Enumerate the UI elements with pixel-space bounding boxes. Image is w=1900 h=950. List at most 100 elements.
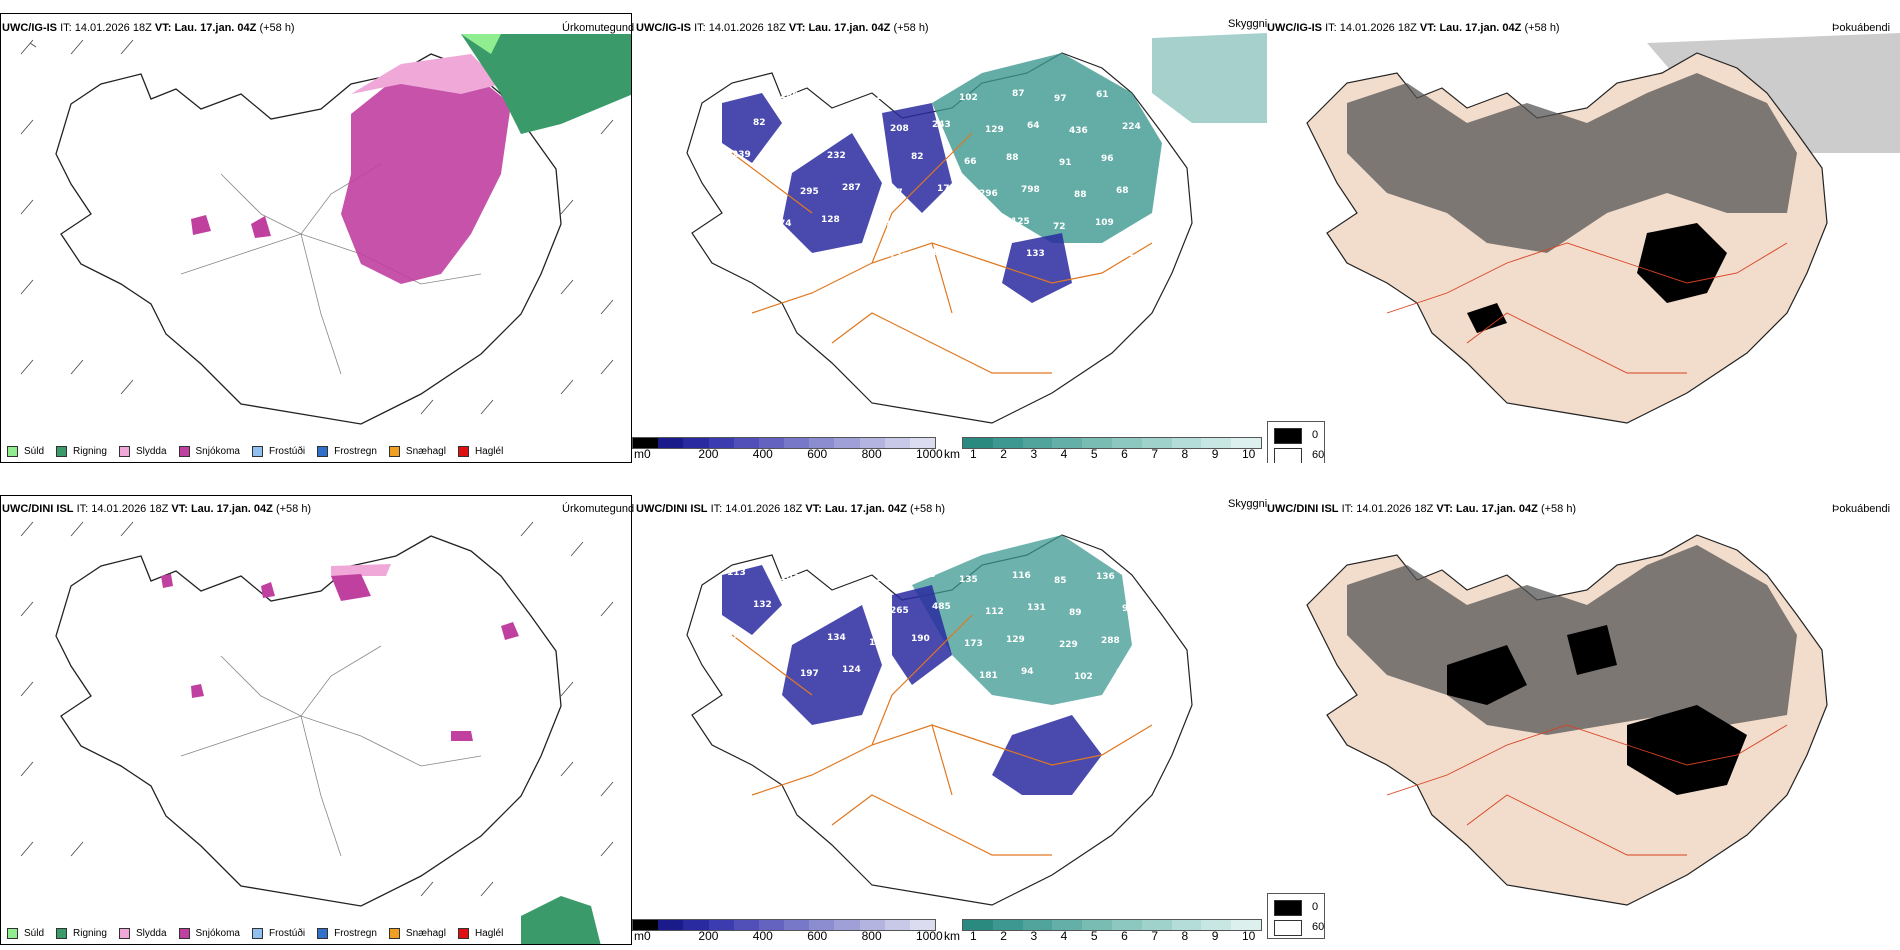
vis-value-label: 103 — [780, 573, 799, 583]
colorbar-segment — [834, 920, 860, 930]
valid-time: Lau. 17.jan. 04Z — [174, 22, 257, 34]
top-fog-title: Þokuábendi — [1832, 22, 1891, 34]
precip-legend: Súld Rigning Slydda Snjókoma Frostúði Frostre… — [7, 444, 515, 458]
init-time: 14.01.2026 18Z — [1339, 22, 1417, 34]
vis-value-label: 163 — [875, 574, 894, 584]
vis-km-unit: km — [944, 929, 960, 943]
vis-value-label: 365 — [958, 221, 977, 231]
legend-item: Frostregn — [317, 445, 377, 457]
vis-value-label: 603 — [747, 182, 766, 192]
wind-barbs — [20, 521, 614, 897]
bottom-fog-map — [1306, 534, 1828, 906]
colorbar-segment — [992, 920, 1023, 930]
init-time: 14.01.2026 18Z — [708, 22, 786, 34]
sleet-strip — [331, 564, 391, 576]
vt-label: VT: — [788, 22, 806, 34]
vis-value-label: 133 — [1026, 249, 1045, 259]
legend-item: Haglél — [457, 445, 503, 457]
colorbar-segment — [1231, 920, 1261, 930]
vis-value-label: 94 — [1021, 667, 1034, 677]
vis-value-label: 276 — [916, 216, 935, 226]
legend-item: Súld — [7, 445, 45, 457]
vis-value-label: 91 — [747, 664, 760, 674]
fog-legend-label: 60 — [1312, 921, 1325, 933]
vis-value-label: 66 — [964, 157, 977, 167]
vis-value-label: 153 — [931, 248, 950, 258]
colorbar-segment — [1082, 438, 1112, 448]
init-time: 14.01.2026 18Z — [91, 503, 169, 515]
colorbar-tick: 600 — [807, 447, 828, 461]
vt-label: VT: — [805, 503, 822, 515]
fog-legend-swatch — [1274, 900, 1302, 916]
legend-item: Súld — [7, 927, 44, 939]
vis-value-label: 232 — [827, 151, 846, 161]
vis-value-label: 165 — [984, 253, 1003, 263]
vis-value-label: 208 — [890, 124, 909, 134]
vis-value-label: 197 — [800, 669, 819, 679]
vis-value-label: 68 — [1116, 186, 1129, 196]
legend-swatch — [56, 927, 68, 939]
colorbar-tick: 9 — [1211, 929, 1219, 943]
valid-time: Lau. 17.jan. 04Z — [808, 22, 891, 34]
vis-value-label: 96 — [1101, 154, 1114, 164]
bottom-vis-map: 113 103 136 163 205 135 116 85 136 132 344 441 265 48… — [686, 534, 1193, 906]
colorbar-tick: 6 — [1121, 929, 1128, 943]
valid-time: Lau. 17.jan. 04Z — [1455, 503, 1538, 515]
legend-label: Súld — [24, 445, 45, 457]
vis-value-label: 109 — [1095, 218, 1114, 228]
colorbar-segment — [1141, 920, 1172, 930]
lead-time: (+58 h) — [893, 22, 929, 34]
colorbar-segment — [1111, 920, 1142, 930]
colorbar-segment — [758, 438, 785, 448]
vis-value-label: 85 — [1054, 576, 1067, 586]
low-vis-teal — [932, 53, 1162, 243]
sleet-region — [351, 54, 501, 94]
legend-item: Snæhagl — [388, 927, 446, 939]
model-name: UWC/DINI ISL — [1267, 503, 1339, 515]
colorbar-tick: 10 — [1242, 929, 1256, 943]
colorbar-segment — [658, 438, 684, 448]
vis-value-label: 82 — [911, 152, 924, 162]
colorbar-tick: 1000 — [916, 929, 943, 943]
low-vis-blue — [722, 565, 1102, 795]
vis-value-label: 61 — [1096, 90, 1109, 100]
vis-value-label: 124 — [842, 665, 861, 675]
vis-value-label: 275 — [847, 247, 866, 257]
vis-value-label: 89 — [1069, 608, 1082, 618]
fog-legend-label: 0 — [1312, 429, 1319, 441]
vis-value-label: 140 — [917, 88, 936, 98]
vis-colorbar-km — [962, 919, 1262, 931]
legend-item: Haglél — [457, 927, 503, 939]
colorbar-tick: 6 — [1121, 447, 1128, 461]
vis-value-label: 136 — [1096, 572, 1115, 582]
bottom-precip-title: Úrkomutegund — [562, 503, 635, 515]
vis-km-unit: km — [944, 447, 960, 461]
vis-value-label: 798 — [1021, 185, 1040, 195]
legend-label: Frostúði — [268, 927, 306, 939]
vis-value-label: 129 — [1006, 635, 1025, 645]
vis-value-label: 135 — [837, 119, 856, 129]
colorbar-segment — [884, 920, 910, 930]
legend-item: Rigning — [56, 445, 107, 457]
vis-value-labels: 372 289 108 199 140 102 87 97 61 82 91 135 208 243 129… — [727, 86, 1141, 264]
vis-value-label: 441 — [837, 601, 856, 611]
legend-swatch — [118, 445, 130, 457]
iceland-outline — [55, 535, 562, 907]
vis-value-label: 87 — [1012, 89, 1025, 99]
colorbar-tick: 4 — [1060, 929, 1068, 943]
vis-value-label: 102 — [959, 93, 978, 103]
legend-label: Frostúði — [268, 445, 306, 457]
model-name: UWC/IG-IS — [2, 22, 57, 34]
colorbar-tick: 800 — [861, 929, 882, 943]
vis-value-label: 485 — [932, 602, 951, 612]
colorbar-segment — [909, 920, 936, 930]
init-time: 14.01.2026 18Z — [74, 22, 152, 34]
top-precip-header: UWC/IG-IS IT: 14.01.2026 18Z VT: Lau. 17… — [2, 22, 295, 34]
legend-swatch — [251, 927, 263, 939]
legend-label: Slydda — [135, 445, 167, 457]
fog-grey — [1347, 73, 1797, 253]
legend-swatch — [317, 927, 329, 939]
vis-value-label: 131 — [1027, 603, 1046, 613]
legend-swatch — [7, 927, 18, 939]
legend-item: Frostúði — [251, 445, 306, 457]
